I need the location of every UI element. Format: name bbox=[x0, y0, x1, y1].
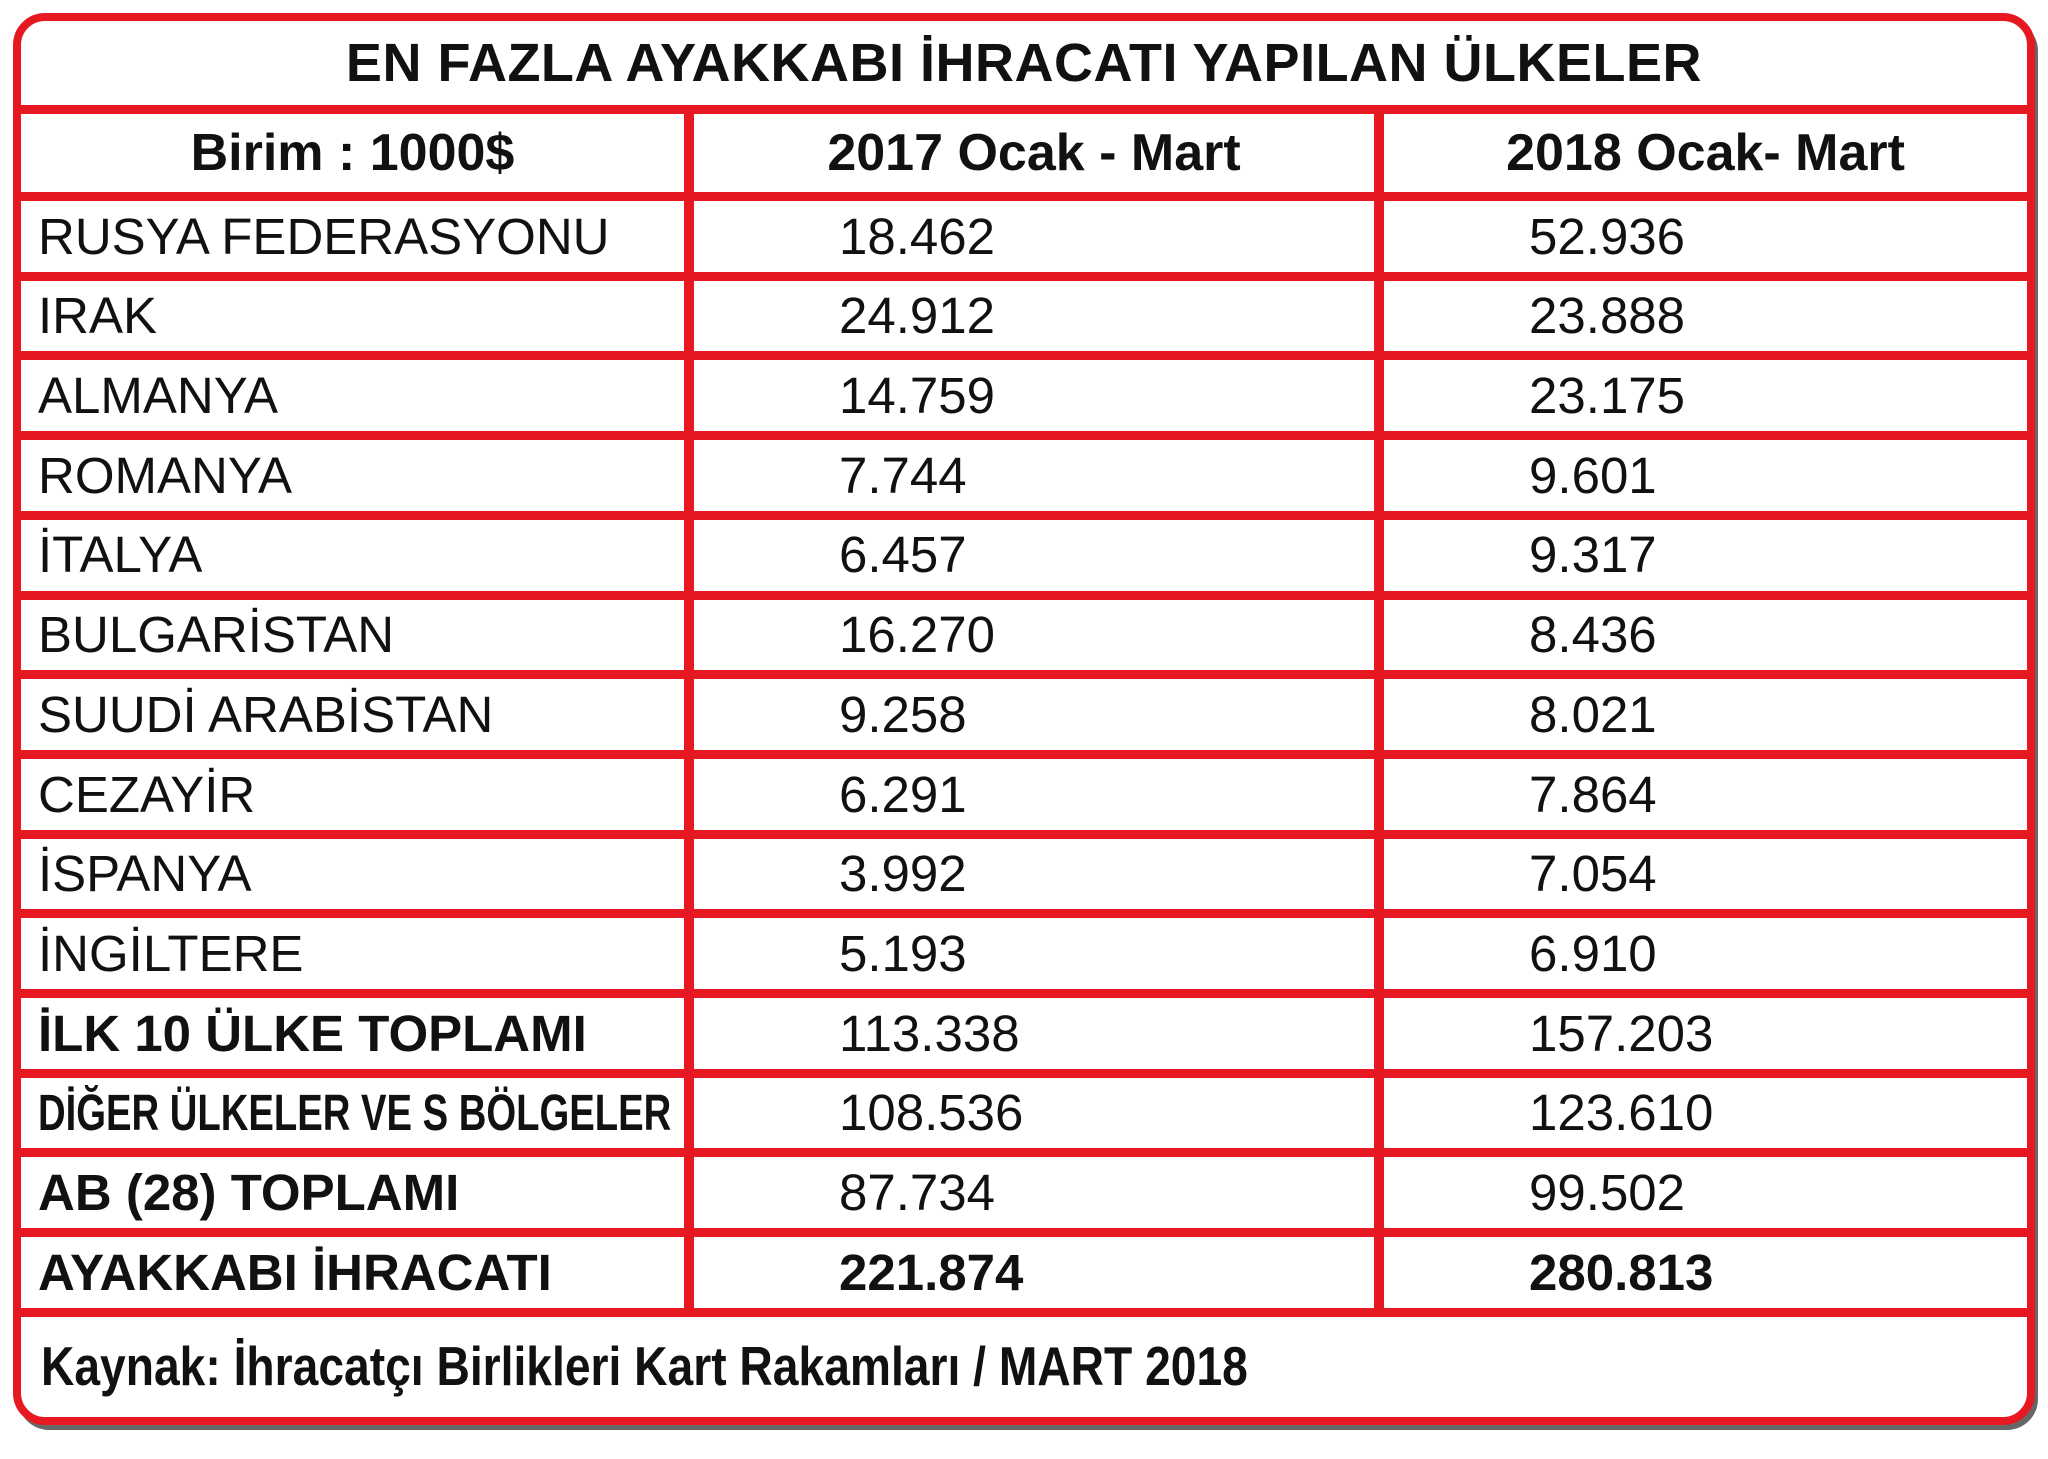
value-2018-cell: 7.864 bbox=[1374, 749, 2027, 835]
source-row: Kaynak: İhracatçı Birlikleri Kart Rakaml… bbox=[21, 1308, 2027, 1417]
country-label: ALMANYA bbox=[38, 366, 278, 424]
country-label: İLK 10 ÜLKE TOPLAMI bbox=[38, 1004, 587, 1062]
country-cell: SUUDİ ARABİSTAN bbox=[21, 670, 689, 755]
source-note: Kaynak: İhracatçı Birlikleri Kart Rakaml… bbox=[41, 1335, 1248, 1398]
value-2018-cell: 8.436 bbox=[1374, 590, 2027, 675]
table-row: ROMANYA 7.744 9.601 bbox=[21, 431, 2027, 516]
value-2017-cell: 9.258 bbox=[683, 670, 1380, 755]
country-label: İNGİLTERE bbox=[38, 924, 304, 982]
table-row: IRAK 24.912 23.888 bbox=[21, 271, 2027, 356]
value-2017-cell: 5.193 bbox=[683, 909, 1380, 994]
country-label: AB (28) TOPLAMI bbox=[38, 1164, 460, 1222]
value-2017-cell: 221.874 bbox=[683, 1228, 1380, 1313]
table-body: RUSYA FEDERASYONU 18.462 52.936 IRAK 24.… bbox=[21, 192, 2027, 1313]
value-2017-cell: 6.291 bbox=[683, 749, 1380, 835]
country-label: İSPANYA bbox=[38, 845, 252, 903]
value-2017-cell: 16.270 bbox=[683, 590, 1380, 675]
country-label: IRAK bbox=[38, 287, 158, 345]
value-2018-cell: 280.813 bbox=[1374, 1228, 2027, 1313]
source-note-cell: Kaynak: İhracatçı Birlikleri Kart Rakaml… bbox=[21, 1308, 2027, 1417]
country-label: İTALYA bbox=[38, 526, 203, 584]
country-cell: İNGİLTERE bbox=[21, 909, 689, 994]
country-label: RUSYA FEDERASYONU bbox=[38, 207, 610, 265]
country-label: CEZAYİR bbox=[38, 765, 256, 823]
footwear-export-table: EN FAZLA AYAKKABI İHRACATI YAPILAN ÜLKEL… bbox=[21, 21, 2027, 1417]
table-title: EN FAZLA AYAKKABI İHRACATI YAPILAN ÜLKEL… bbox=[345, 32, 1703, 93]
value-2018-cell: 157.203 bbox=[1374, 989, 2027, 1074]
country-cell: İSPANYA bbox=[21, 829, 689, 914]
table-row: RUSYA FEDERASYONU 18.462 52.936 bbox=[21, 192, 2027, 277]
value-2018-cell: 8.021 bbox=[1374, 670, 2027, 755]
value-2017-cell: 18.462 bbox=[683, 192, 1380, 277]
table-row: İLK 10 ÜLKE TOPLAMI 113.338 157.203 bbox=[21, 989, 2027, 1074]
column-header-2018: 2018 Ocak- Mart bbox=[1374, 105, 2027, 197]
country-cell: ALMANYA bbox=[21, 351, 689, 436]
country-cell: AB (28) TOPLAMI bbox=[21, 1148, 689, 1233]
column-header-unit: Birim : 1000$ bbox=[21, 105, 689, 197]
table-row: AYAKKABI İHRACATI 221.874 280.813 bbox=[21, 1228, 2027, 1313]
value-2018-cell: 99.502 bbox=[1374, 1148, 2027, 1233]
value-2018-cell: 9.601 bbox=[1374, 431, 2027, 516]
value-2017-cell: 113.338 bbox=[683, 989, 1380, 1074]
table-row: DİĞER ÜLKELER VE S BÖLGELER 108.536 123.… bbox=[21, 1068, 2027, 1153]
value-2018-cell: 23.888 bbox=[1374, 271, 2027, 356]
country-cell: AYAKKABI İHRACATI bbox=[21, 1228, 689, 1313]
table-row: AB (28) TOPLAMI 87.734 99.502 bbox=[21, 1148, 2027, 1233]
country-cell: BULGARİSTAN bbox=[21, 590, 689, 675]
column-header-2017: 2017 Ocak - Mart bbox=[683, 105, 1380, 197]
country-cell: ROMANYA bbox=[21, 431, 689, 516]
country-label: AYAKKABI İHRACATI bbox=[38, 1243, 552, 1301]
value-2018-cell: 123.610 bbox=[1374, 1068, 2027, 1153]
country-label: ROMANYA bbox=[38, 446, 293, 504]
country-cell: RUSYA FEDERASYONU bbox=[21, 192, 689, 277]
value-2017-cell: 7.744 bbox=[683, 431, 1380, 516]
value-2017-cell: 24.912 bbox=[683, 271, 1380, 356]
country-cell: İLK 10 ÜLKE TOPLAMI bbox=[21, 989, 689, 1074]
value-2018-cell: 6.910 bbox=[1374, 909, 2027, 994]
table-row: İSPANYA 3.992 7.054 bbox=[21, 829, 2027, 914]
value-2018-cell: 52.936 bbox=[1374, 192, 2027, 277]
header-row: Birim : 1000$ 2017 Ocak - Mart 2018 Ocak… bbox=[21, 105, 2027, 197]
country-cell: CEZAYİR bbox=[21, 749, 689, 835]
table-row: ALMANYA 14.759 23.175 bbox=[21, 351, 2027, 436]
value-2017-cell: 14.759 bbox=[683, 351, 1380, 436]
table-row: SUUDİ ARABİSTAN 9.258 8.021 bbox=[21, 670, 2027, 755]
country-cell: IRAK bbox=[21, 271, 689, 356]
value-2017-cell: 87.734 bbox=[683, 1148, 1380, 1233]
table-row: İTALYA 6.457 9.317 bbox=[21, 510, 2027, 596]
country-label: SUUDİ ARABİSTAN bbox=[38, 685, 494, 743]
value-2018-cell: 23.175 bbox=[1374, 351, 2027, 436]
country-cell: İTALYA bbox=[21, 510, 689, 596]
table-row: İNGİLTERE 5.193 6.910 bbox=[21, 909, 2027, 994]
country-label: DİĞER ÜLKELER VE S BÖLGELER bbox=[38, 1084, 672, 1142]
title-row: EN FAZLA AYAKKABI İHRACATI YAPILAN ÜLKEL… bbox=[21, 21, 2027, 110]
value-2017-cell: 108.536 bbox=[683, 1068, 1380, 1153]
export-table-frame: EN FAZLA AYAKKABI İHRACATI YAPILAN ÜLKEL… bbox=[13, 13, 2035, 1425]
country-label: BULGARİSTAN bbox=[38, 606, 395, 664]
value-2017-cell: 6.457 bbox=[683, 510, 1380, 596]
value-2017-cell: 3.992 bbox=[683, 829, 1380, 914]
table-row: CEZAYİR 6.291 7.864 bbox=[21, 749, 2027, 835]
table-row: BULGARİSTAN 16.270 8.436 bbox=[21, 590, 2027, 675]
value-2018-cell: 7.054 bbox=[1374, 829, 2027, 914]
value-2018-cell: 9.317 bbox=[1374, 510, 2027, 596]
country-cell: DİĞER ÜLKELER VE S BÖLGELER bbox=[21, 1068, 689, 1153]
